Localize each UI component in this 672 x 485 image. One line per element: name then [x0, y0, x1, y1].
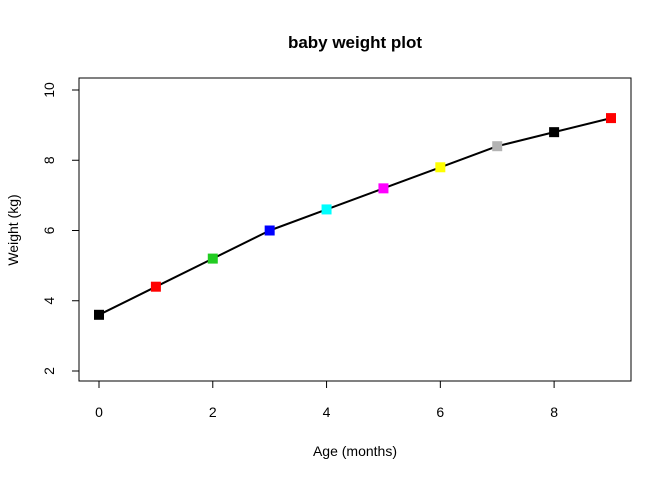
data-point [378, 183, 389, 194]
y-axis: 2 4 6 8 10 [41, 82, 80, 375]
x-axis-label: Age (months) [313, 443, 397, 459]
series-line [98, 117, 612, 316]
plot-frame [78, 77, 632, 382]
y-tick-label: 8 [41, 156, 57, 164]
data-point [549, 127, 560, 138]
data-point [435, 162, 446, 173]
x-tick-label: 0 [95, 404, 103, 420]
y-tick-label: 4 [41, 297, 57, 305]
data-point [606, 113, 616, 124]
x-tick-label: 8 [550, 404, 558, 420]
y-tick-label: 10 [41, 82, 57, 98]
y-tick-label: 6 [41, 226, 57, 234]
x-tick-label: 6 [436, 404, 444, 420]
data-point [264, 225, 275, 236]
data-point [94, 309, 104, 320]
y-axis-label: Weight (kg) [5, 194, 21, 265]
x-tick-label: 2 [209, 404, 217, 420]
data-point [207, 253, 218, 264]
series-layer [94, 113, 616, 320]
data-point [150, 281, 161, 292]
data-point [321, 204, 332, 215]
y-tick-label: 2 [41, 367, 57, 375]
chart-title: baby weight plot [288, 33, 422, 52]
x-tick-label: 4 [323, 404, 331, 420]
data-point [492, 141, 503, 152]
x-axis: 0 2 4 6 8 [95, 380, 558, 420]
